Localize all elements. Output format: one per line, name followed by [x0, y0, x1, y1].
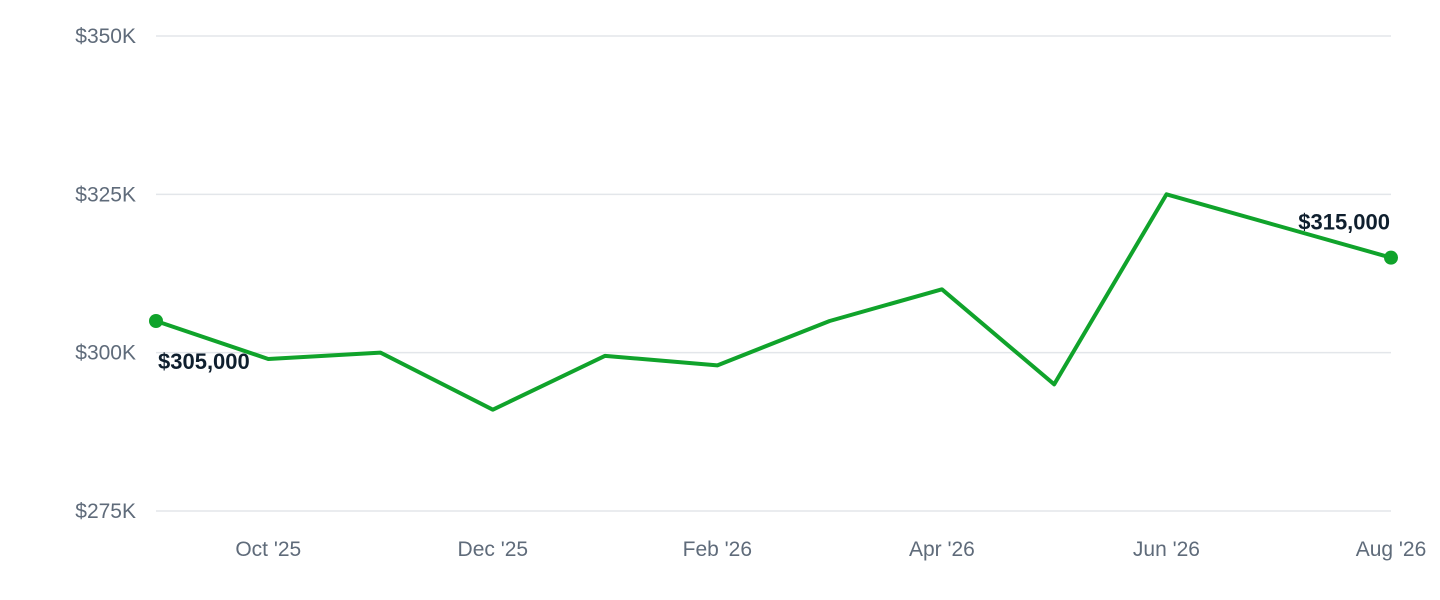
series-line: [154, 192, 1393, 412]
y-tick-label: $275K: [75, 500, 136, 523]
x-tick-label: Apr '26: [909, 538, 975, 561]
x-tick-label: Dec '25: [458, 538, 529, 561]
x-tick-label: Oct '25: [235, 538, 301, 561]
x-tick-label: Feb '26: [683, 538, 752, 561]
start-value-label: $305,000: [158, 349, 250, 374]
y-tick-label: $350K: [75, 25, 136, 48]
x-tick-label: Aug '26: [1356, 538, 1427, 561]
start-point-marker: [149, 314, 163, 328]
series-layer: [149, 192, 1398, 412]
y-axis-ticks: $275K $300K $325K $350K: [75, 25, 136, 523]
gridlines: [156, 35, 1391, 512]
data-labels: $305,000 $315,000: [158, 210, 1390, 374]
y-tick-label: $325K: [75, 183, 136, 206]
x-axis-ticks: Oct '25 Dec '25 Feb '26 Apr '26 Jun '26 Aug '…: [235, 538, 1426, 561]
x-tick-label: Jun '26: [1133, 538, 1200, 561]
y-tick-label: $300K: [75, 342, 136, 365]
end-point-marker: [1384, 250, 1398, 265]
end-value-label: $315,000: [1298, 210, 1390, 235]
